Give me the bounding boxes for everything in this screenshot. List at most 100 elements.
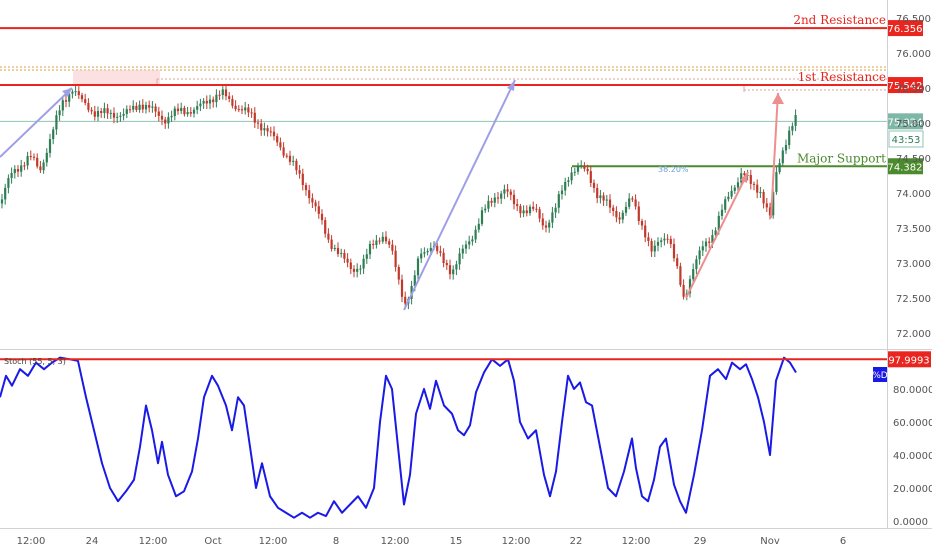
candle-body[interactable]: [186, 112, 189, 115]
candle-body[interactable]: [106, 108, 109, 114]
candle-body[interactable]: [676, 258, 679, 267]
candle-body[interactable]: [660, 240, 663, 242]
candle-body[interactable]: [167, 117, 170, 124]
candle-body[interactable]: [391, 244, 394, 251]
candle-body[interactable]: [279, 142, 282, 148]
candle-body[interactable]: [199, 103, 202, 107]
candle-body[interactable]: [20, 165, 23, 172]
candle-body[interactable]: [208, 99, 212, 104]
candle-body[interactable]: [48, 139, 52, 153]
candle-body[interactable]: [532, 206, 535, 209]
candle-body[interactable]: [266, 128, 269, 132]
candle-body[interactable]: [176, 108, 180, 112]
candle-body[interactable]: [743, 173, 746, 176]
candle-body[interactable]: [202, 100, 205, 104]
candle-body[interactable]: [221, 89, 224, 96]
trend-arrow-2[interactable]: [403, 79, 516, 311]
candle-body[interactable]: [650, 240, 653, 252]
candle-body[interactable]: [724, 199, 727, 210]
candle-body[interactable]: [304, 185, 308, 191]
candle-body[interactable]: [672, 244, 676, 259]
candle-body[interactable]: [592, 182, 596, 188]
candle-body[interactable]: [336, 247, 340, 254]
candle-body[interactable]: [608, 199, 612, 208]
candle-body[interactable]: [269, 131, 272, 133]
candle-body[interactable]: [160, 115, 164, 120]
candle-body[interactable]: [71, 91, 74, 94]
candle-body[interactable]: [644, 225, 647, 238]
candle-body[interactable]: [445, 263, 448, 266]
candle-body[interactable]: [602, 195, 605, 201]
candle-body[interactable]: [64, 100, 68, 102]
projection-arrow-1[interactable]: [685, 171, 749, 299]
candle-body[interactable]: [778, 163, 781, 173]
candle-body[interactable]: [237, 109, 240, 111]
candle-body[interactable]: [55, 115, 58, 130]
candle-body[interactable]: [781, 150, 784, 164]
candle-body[interactable]: [218, 94, 221, 96]
candle-body[interactable]: [272, 131, 276, 137]
candle-body[interactable]: [576, 166, 580, 172]
candle-body[interactable]: [368, 243, 372, 255]
candle-body[interactable]: [599, 195, 602, 199]
candle-body[interactable]: [484, 208, 487, 211]
candle-body[interactable]: [253, 112, 256, 123]
candle-body[interactable]: [138, 104, 141, 110]
candle-body[interactable]: [384, 236, 388, 242]
candle-body[interactable]: [36, 157, 39, 167]
candle-body[interactable]: [224, 89, 228, 97]
candle-body[interactable]: [10, 173, 13, 179]
candle-body[interactable]: [756, 184, 759, 193]
candle-body[interactable]: [4, 187, 7, 200]
candle-body[interactable]: [404, 296, 407, 304]
candle-body[interactable]: [720, 209, 724, 216]
candle-body[interactable]: [538, 209, 541, 219]
candle-body[interactable]: [448, 265, 452, 275]
candle-body[interactable]: [298, 170, 301, 174]
candle-body[interactable]: [679, 266, 682, 285]
candle-body[interactable]: [429, 247, 432, 252]
candle-body[interactable]: [628, 198, 631, 207]
candle-body[interactable]: [244, 107, 247, 111]
candle-body[interactable]: [423, 252, 426, 254]
candle-body[interactable]: [692, 269, 695, 280]
candle-body[interactable]: [96, 111, 100, 117]
candle-body[interactable]: [420, 253, 423, 259]
candle-body[interactable]: [439, 251, 442, 253]
candle-body[interactable]: [493, 197, 496, 203]
candle-body[interactable]: [148, 105, 151, 108]
candle-body[interactable]: [356, 268, 359, 272]
candle-body[interactable]: [727, 196, 730, 200]
candle-body[interactable]: [525, 210, 528, 214]
candle-body[interactable]: [554, 207, 557, 213]
candle-body[interactable]: [282, 147, 285, 156]
candle-body[interactable]: [656, 241, 660, 246]
candle-body[interactable]: [458, 253, 461, 265]
candle-body[interactable]: [596, 187, 599, 199]
candle-body[interactable]: [730, 190, 733, 197]
candle-body[interactable]: [45, 152, 48, 163]
candle-body[interactable]: [589, 171, 592, 183]
candle-body[interactable]: [352, 268, 356, 272]
candle-body[interactable]: [765, 203, 768, 208]
candle-body[interactable]: [749, 174, 752, 184]
candle-body[interactable]: [775, 172, 778, 193]
candle-body[interactable]: [183, 107, 186, 115]
candle-body[interactable]: [87, 102, 90, 110]
candle-body[interactable]: [503, 189, 506, 194]
candle-body[interactable]: [141, 104, 144, 110]
candle-body[interactable]: [330, 239, 333, 249]
candle-body[interactable]: [205, 100, 208, 104]
candle-body[interactable]: [640, 221, 644, 226]
projection-arrow-2[interactable]: [770, 92, 779, 219]
candle-body[interactable]: [359, 268, 362, 270]
candle-body[interactable]: [464, 244, 468, 249]
candle-body[interactable]: [653, 245, 656, 252]
candle-body[interactable]: [490, 200, 493, 203]
candle-body[interactable]: [125, 109, 128, 114]
candle-body[interactable]: [496, 197, 500, 199]
candle-body[interactable]: [564, 181, 567, 191]
candle-body[interactable]: [551, 212, 554, 223]
